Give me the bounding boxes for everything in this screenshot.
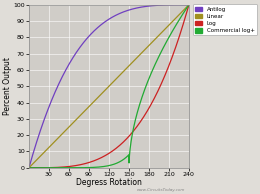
Text: www.CircuitsToday.com: www.CircuitsToday.com xyxy=(137,188,185,192)
Y-axis label: Percent Output: Percent Output xyxy=(3,57,12,115)
X-axis label: Degress Rotation: Degress Rotation xyxy=(76,178,142,187)
Legend: Antilog, Linear, Log, Commercial log+: Antilog, Linear, Log, Commercial log+ xyxy=(193,4,257,36)
